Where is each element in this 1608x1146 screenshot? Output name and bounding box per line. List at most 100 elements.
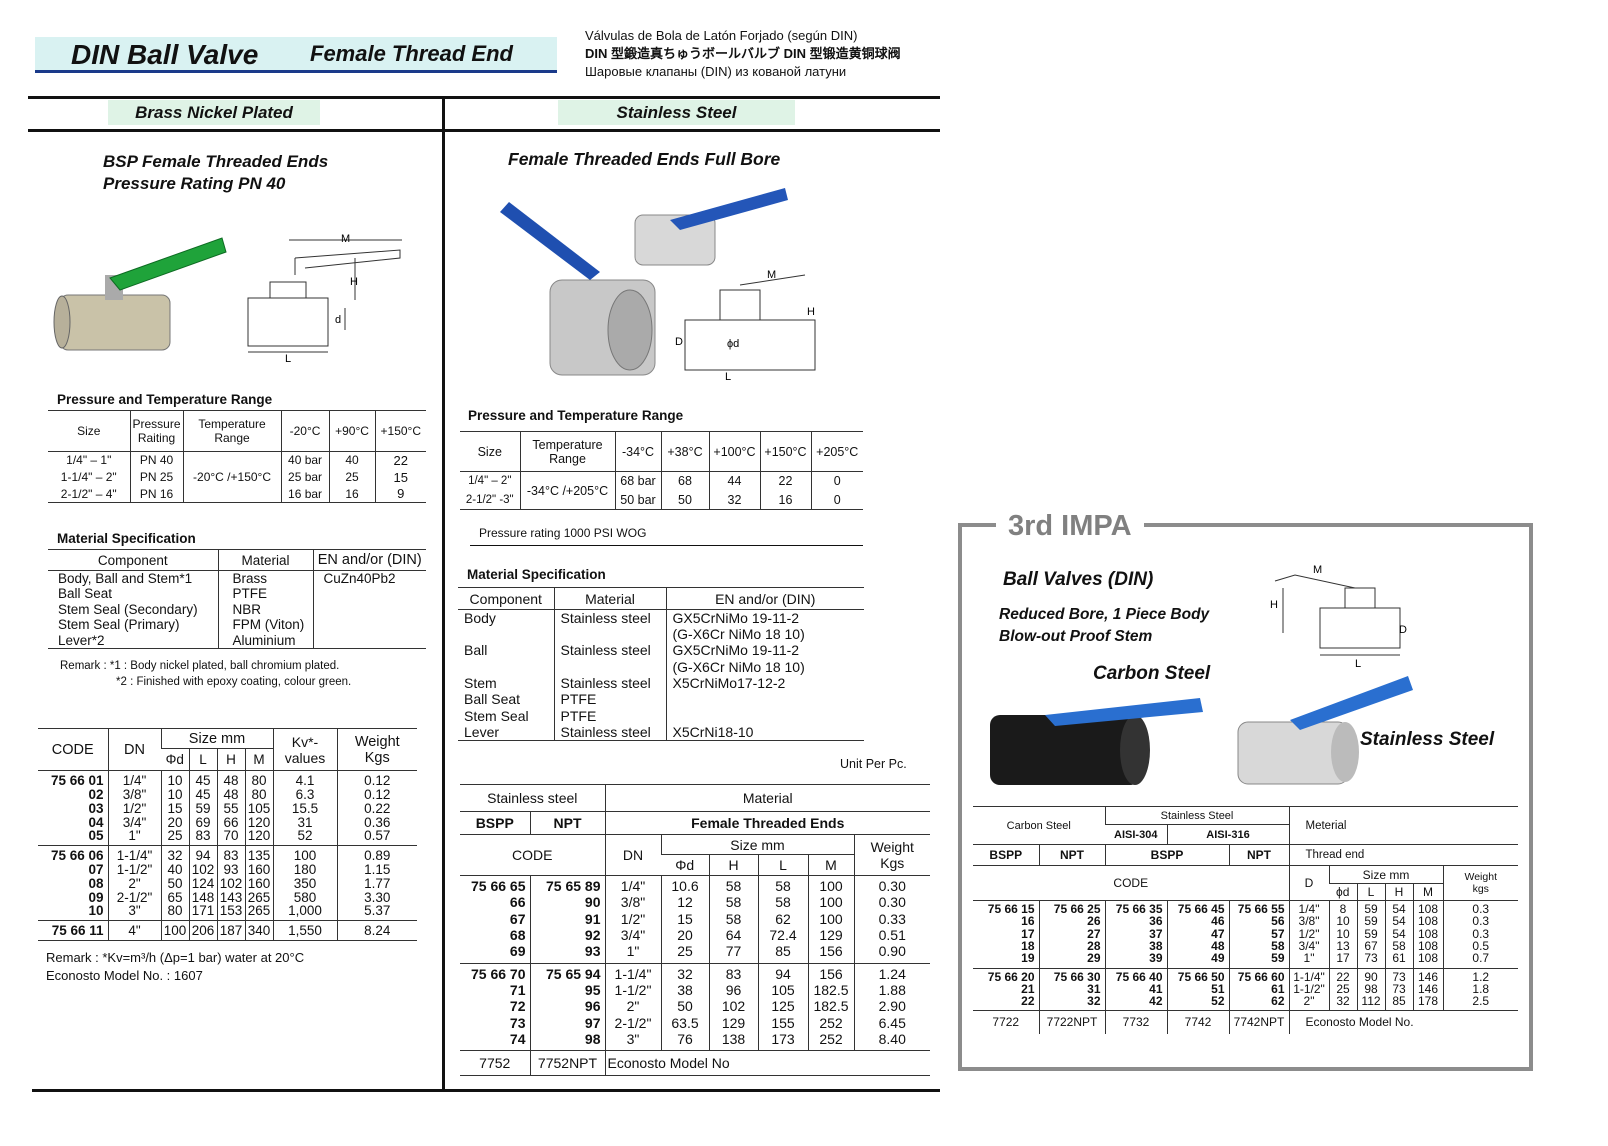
code-cell: 48 (1166, 940, 1229, 953)
code-cell: 41 (1104, 983, 1167, 996)
value-cell: 8.24 (336, 920, 417, 941)
value-cell: 68 bar (614, 471, 661, 491)
standard-cell: (G-X6Cr NiMo 18 10) (665, 626, 864, 643)
value-cell: 50 (660, 490, 709, 510)
value-cell: 22 (1328, 968, 1357, 983)
col-npt: NPT (529, 811, 605, 835)
code-cell: 75 66 15 (987, 902, 1035, 916)
material-cell: FPM (Viton) (217, 617, 313, 633)
col-weight: Weight kgs (1442, 865, 1518, 901)
standard-cell: GX5CrNiMo 19-11-2 (665, 609, 864, 626)
col-material: Material (604, 784, 930, 812)
table-row: 07 1-1/2" 40 102 93 160 180 1.15 (38, 862, 417, 876)
impa-title: Ball Valves (DIN) (1003, 569, 1154, 590)
value-cell: 16 (759, 490, 811, 510)
value-cell: 45 (188, 787, 217, 801)
col-stainless-steel: Stainless Steel (1104, 806, 1289, 825)
value-cell: 100 (807, 875, 854, 895)
code-cell: 02 (88, 786, 104, 802)
value-cell: 2-1/2" (107, 890, 161, 904)
title-japanese-chinese: DIN 型鍛造真ちゅうボールバルブ DIN 型锻造黄铜球阀 (585, 46, 901, 61)
value-cell: 1-1/2" (1288, 983, 1329, 996)
model-label: Econosto Model No (604, 1050, 930, 1076)
code-cell: 74 (509, 1030, 526, 1047)
code-cell: 27 (1038, 928, 1105, 941)
stainless-ball-valves-image: M H D ϕd L (500, 188, 816, 383)
value-cell: 6.3 (272, 787, 337, 801)
value-cell: 85 (1384, 995, 1413, 1011)
model-304: 7732 (1104, 1010, 1167, 1034)
value-cell: 0.30 (853, 894, 930, 911)
code-cell: 75 66 45 (1166, 900, 1229, 916)
value-cell: 3/4" (1288, 940, 1329, 953)
code-cell: 39 (1104, 952, 1167, 968)
table-row: 1/4" – 2" -34°C /+205°C 68 bar 68 44 22 0 (460, 471, 863, 510)
value-cell: 15 (160, 801, 189, 815)
col-size: Size mm (660, 834, 854, 855)
code-cell: 92 (529, 927, 605, 944)
label-h: H (350, 276, 358, 288)
value-cell: 1,000 (272, 904, 337, 921)
col-ss-bspp: BSPP (1104, 844, 1229, 866)
col-material: Material (217, 549, 313, 571)
value-cell: 50 bar (614, 490, 661, 510)
carbon-steel-valve-image (990, 698, 1203, 785)
page-title: DIN Ball Valve (71, 39, 259, 70)
label-m: M (1313, 564, 1322, 576)
table-row: 71 95 1-1/2" 38 96 105 182.5 1.88 (460, 982, 930, 999)
component-cell: Body, Ball and Stem*1 (58, 571, 193, 586)
value-cell: 32 (708, 490, 760, 510)
value-cell: 44 (708, 471, 760, 491)
value-cell: 340 (244, 920, 273, 941)
value-cell: 13 (1328, 940, 1357, 953)
middle-pressure-table: Size Temperature Range -34°C +38°C +100°C… (460, 431, 863, 510)
value-cell: 8.40 (853, 1031, 930, 1051)
code-cell: 93 (529, 943, 605, 963)
component-cell: Stem (464, 675, 497, 692)
code-cell: 91 (529, 911, 605, 928)
value-cell: 15 (374, 468, 426, 486)
label-l: L (285, 353, 291, 365)
heading-line: BSP Female Threaded Ends (103, 152, 329, 171)
value-cell: 100 (160, 920, 189, 941)
col-en: EN and/or (DIN) (665, 587, 864, 610)
title-spanish: Válvulas de Bola de Latón Forjado (según… (585, 28, 858, 43)
pressure-rating-note: Pressure rating 1000 PSI WOG (479, 526, 647, 540)
table-row: 69 93 1" 25 77 85 156 0.90 (460, 943, 930, 963)
value-cell: 182.5 (807, 982, 854, 999)
value-cell: 12 (660, 894, 709, 911)
h: kgs (1472, 883, 1489, 895)
code-cell: 31 (1038, 983, 1105, 996)
code-cell: 09 (88, 889, 104, 905)
remark-1: Remark : *1 : Body nickel plated, ball c… (60, 660, 340, 672)
col-l: L (757, 854, 808, 876)
page-subtitle: Female Thread End (310, 41, 513, 66)
label-d: d (335, 314, 341, 326)
code-cell: 32 (1038, 995, 1105, 1011)
value-cell: 0.90 (853, 943, 930, 963)
model-npt: 7752NPT (529, 1050, 605, 1076)
temp-range-cell: -34°C /+205°C (519, 471, 615, 510)
value-cell: 85 (757, 943, 808, 963)
value-cell: 129 (708, 1015, 758, 1032)
table-row: Stem Stainless steel X5CrNiMo17-12-2 (458, 674, 864, 692)
value-cell: 580 (272, 890, 337, 904)
divider (28, 96, 940, 99)
code-cell: 73 (509, 1014, 526, 1031)
standard-cell: X5CrNiMo17-12-2 (665, 674, 864, 692)
table-row: 03 1/2" 15 59 55 105 15.5 0.22 (38, 801, 417, 815)
impa-box (958, 523, 1533, 1071)
value-cell: 1" (1288, 952, 1329, 968)
code-cell: 75 66 65 (471, 878, 526, 894)
value-cell: 120 (244, 829, 273, 846)
value-cell: 10 (1328, 928, 1357, 941)
value-cell: 143 (216, 890, 245, 904)
value-cell: 171 (188, 904, 217, 921)
code-cell: 75 66 30 (1038, 968, 1105, 983)
value-cell: 52 (272, 829, 337, 846)
value-cell: 64 (708, 927, 758, 944)
value-cell: 112 (1356, 995, 1385, 1011)
sub-line: Blow-out Proof Stem (999, 628, 1153, 645)
table-row: Stem Seal PTFE (458, 707, 864, 724)
component-cell: Stem Seal (Secondary) (58, 601, 198, 617)
